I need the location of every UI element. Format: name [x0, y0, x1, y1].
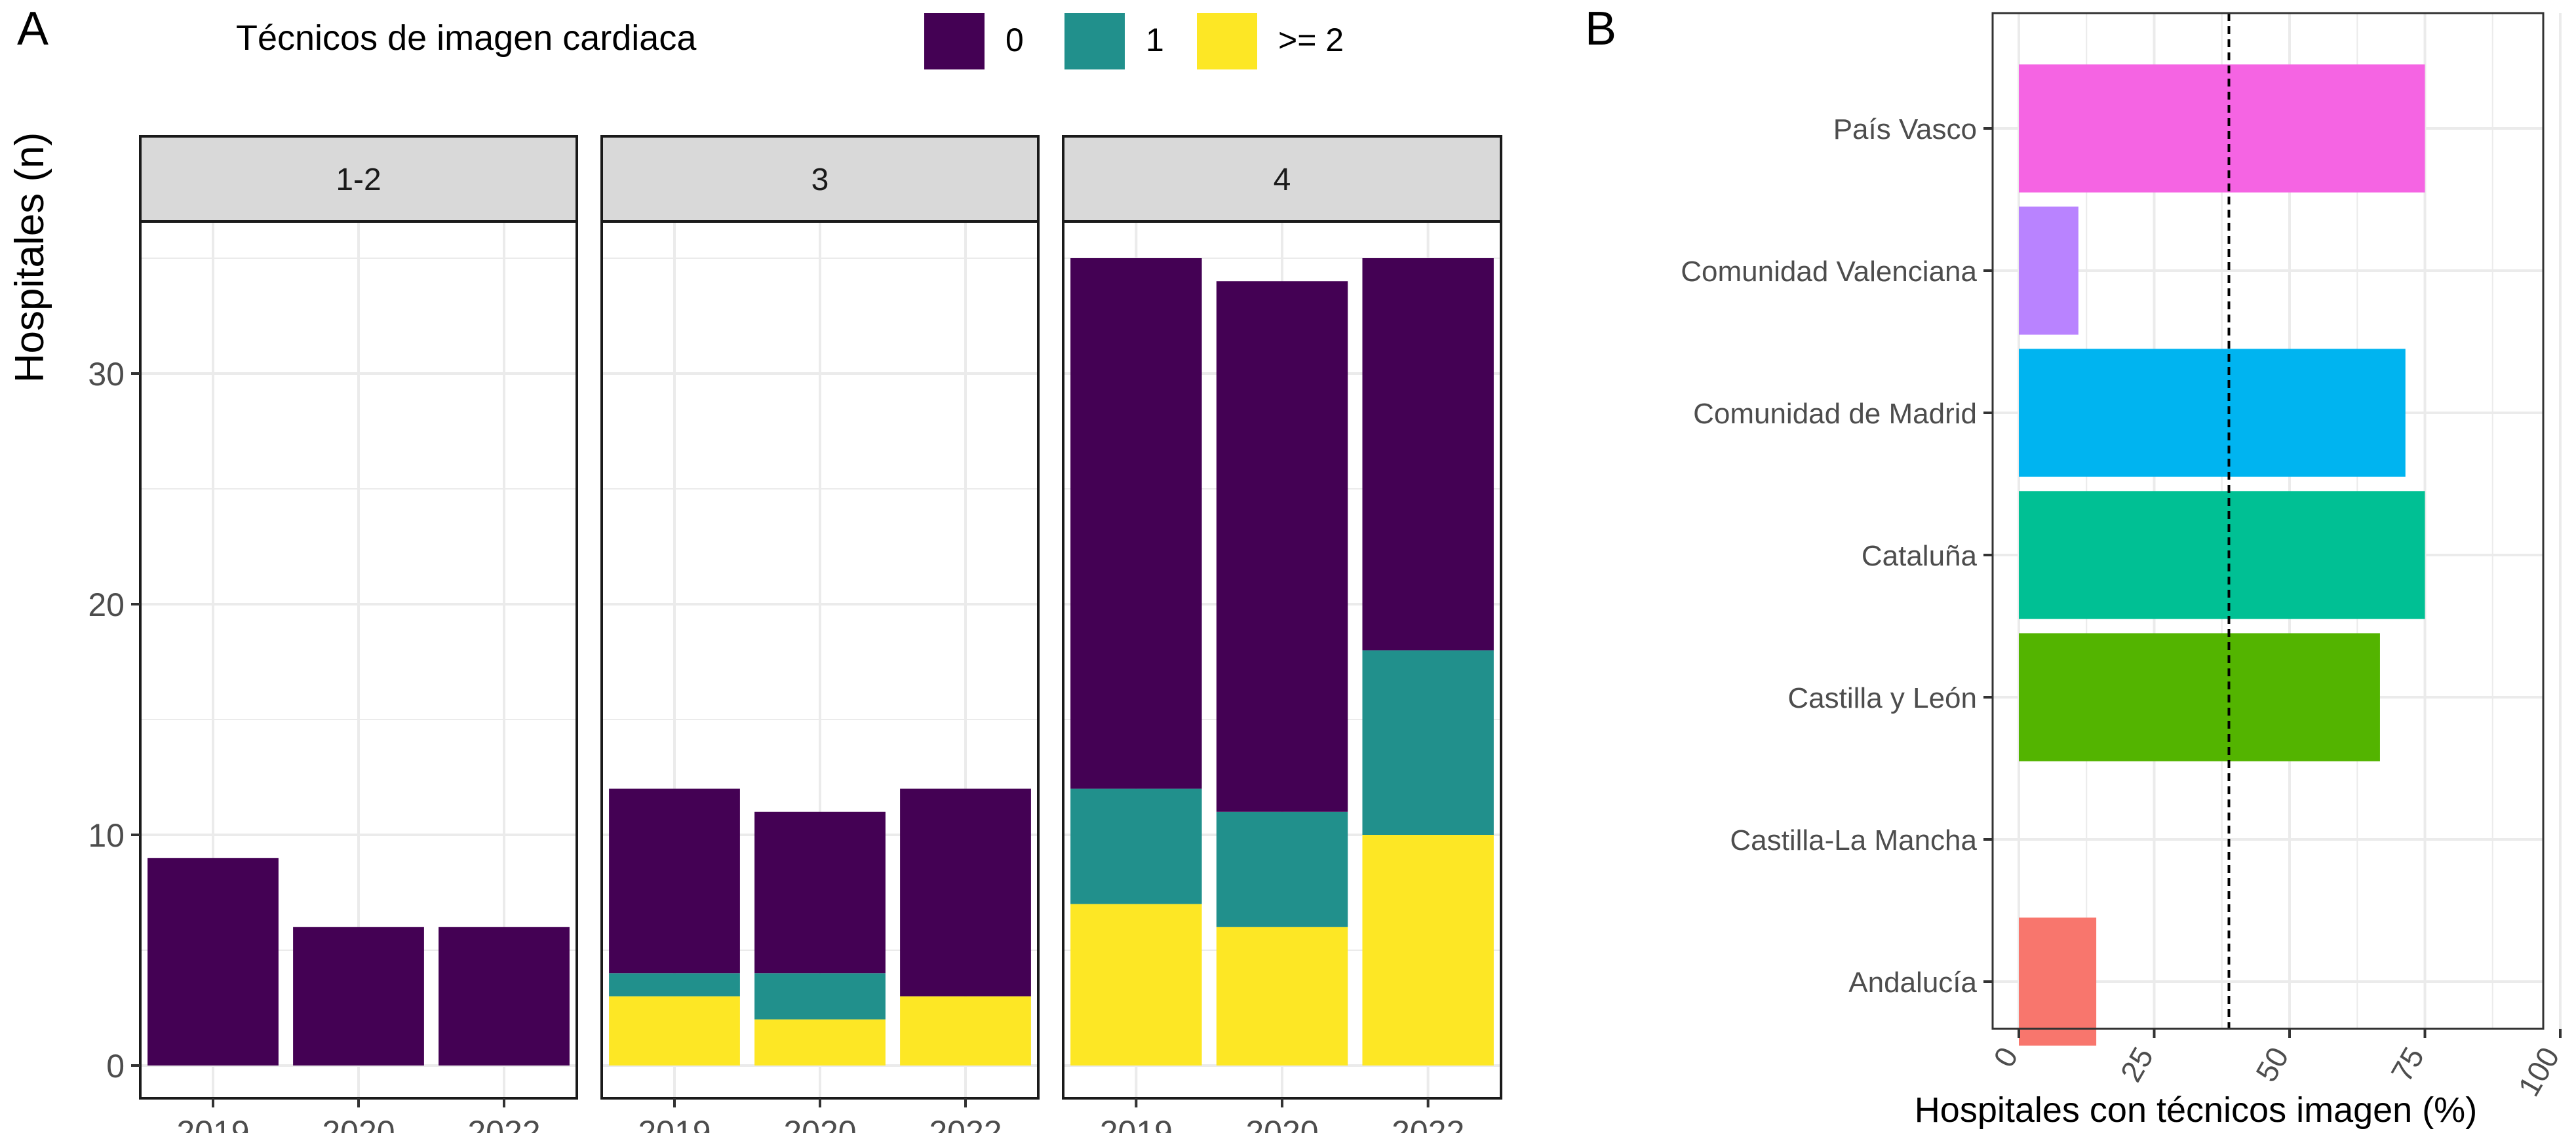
bar-comunidad-de-madrid — [2019, 349, 2406, 477]
legend-label-ge-2: >= 2 — [1278, 22, 1344, 58]
bar-segment-1 — [609, 973, 740, 997]
bar-segment-1 — [754, 973, 886, 1020]
bar-segment-ge-2 — [900, 996, 1031, 1066]
facet-1-2: 1-2 2019 2020 2022 0 10 20 30 — [88, 135, 578, 1133]
bar-cataluna — [2019, 491, 2425, 619]
bar-segment-0 — [1070, 258, 1202, 789]
x-tick-label: 2020 — [1245, 1114, 1318, 1133]
panel-b-letter: B — [1585, 3, 1616, 55]
y-tick-label: Castilla-La Mancha — [1730, 824, 1977, 856]
x-tick-label: 2020 — [322, 1114, 395, 1133]
bar-segment-1 — [1362, 650, 1494, 835]
legend-key-ge-2 — [1197, 13, 1257, 69]
x-tick-label: 2022 — [929, 1114, 1002, 1133]
facets: 1-2 2019 2020 2022 0 10 20 30 3 2019 2020 2022 4 2019… — [88, 135, 1502, 1133]
bar-andalucia — [2019, 917, 2097, 1046]
y-tick-label: 20 — [88, 586, 125, 623]
legend-key-1 — [1064, 13, 1125, 69]
bar-segment-0 — [1216, 281, 1348, 812]
panel-a-letter: A — [17, 3, 49, 55]
bar-segment-1 — [1070, 788, 1202, 904]
x-tick-label: 2022 — [1392, 1114, 1464, 1133]
x-tick-label: 50 — [2249, 1041, 2295, 1087]
x-tick-label: 2022 — [467, 1114, 540, 1133]
panel-a: A Técnicos de imagen cardiaca 0 1 >= 2 Hos… — [7, 3, 1502, 1133]
x-axis-title: Hospitales con técnicos imagen (%) — [1915, 1090, 2477, 1130]
y-tick-label: Comunidad de Madrid — [1693, 398, 1977, 430]
y-tick-label: 0 — [106, 1048, 125, 1085]
x-tick-label: 2019 — [176, 1114, 249, 1133]
facet-strip — [600, 135, 1040, 223]
bar-segment-0 — [439, 927, 570, 1066]
plot-b: País Vasco Comunidad Valenciana Comunidad … — [1681, 12, 2566, 1102]
bar-segment-1 — [1216, 811, 1348, 927]
facet-strip-label: 4 — [1274, 163, 1291, 197]
bar-segment-ge-2 — [1216, 927, 1348, 1066]
y-tick-label: 30 — [88, 356, 125, 393]
bar-pais-vasco — [2019, 64, 2425, 193]
legend-label-0: 0 — [1005, 22, 1024, 58]
bar-segment-0 — [1362, 258, 1494, 651]
y-tick-label: Cataluña — [1862, 540, 1978, 572]
legend-title: Técnicos de imagen cardiaca — [236, 18, 697, 58]
y-tick-label: 10 — [88, 817, 125, 854]
plot-b-border — [1991, 12, 2545, 1030]
legend-key-0 — [924, 13, 985, 69]
facet-strip — [1062, 135, 1502, 223]
legend: 0 1 >= 2 — [924, 13, 1344, 69]
bar-segment-0 — [754, 811, 886, 974]
y-axis-title: Hospitales (n) — [7, 132, 52, 383]
x-tick-label: 2020 — [783, 1114, 856, 1133]
facet-strip — [139, 135, 578, 223]
x-tick-label: 0 — [1987, 1041, 2025, 1073]
facet-3: 3 2019 2020 2022 — [600, 135, 1040, 1133]
bar-segment-0 — [609, 788, 740, 974]
x-tick-label: 2019 — [638, 1114, 711, 1133]
bar-segment-ge-2 — [1070, 904, 1202, 1066]
bar-comunidad-valenciana — [2019, 206, 2078, 335]
x-tick-label: 25 — [2114, 1041, 2160, 1087]
bar-segment-0 — [293, 927, 424, 1066]
x-tick-label: 2019 — [1100, 1114, 1173, 1133]
legend-label-1: 1 — [1146, 22, 1164, 58]
bar-segment-0 — [147, 858, 279, 1066]
y-tick-label: Andalucía — [1848, 967, 1977, 999]
bar-segment-ge-2 — [1362, 835, 1494, 1066]
y-tick-label: Castilla y León — [1787, 682, 1977, 714]
y-tick-label: Comunidad Valenciana — [1681, 256, 1977, 288]
facet-strip-label: 3 — [811, 163, 829, 197]
facet-4: 4 2019 2020 2022 — [1062, 135, 1502, 1133]
facet-strip-label: 1-2 — [336, 163, 381, 197]
panel-b: B País Vasco Comunidad Valenciana Comunida… — [1585, 3, 2566, 1130]
x-tick-label: 75 — [2385, 1041, 2431, 1087]
bar-segment-ge-2 — [754, 1019, 886, 1066]
bar-castilla-y-leon — [2019, 633, 2380, 761]
bar-segment-0 — [900, 788, 1031, 997]
x-tick-label: 100 — [2511, 1041, 2566, 1102]
y-tick-label: País Vasco — [1833, 113, 1977, 145]
bar-segment-ge-2 — [609, 996, 740, 1066]
